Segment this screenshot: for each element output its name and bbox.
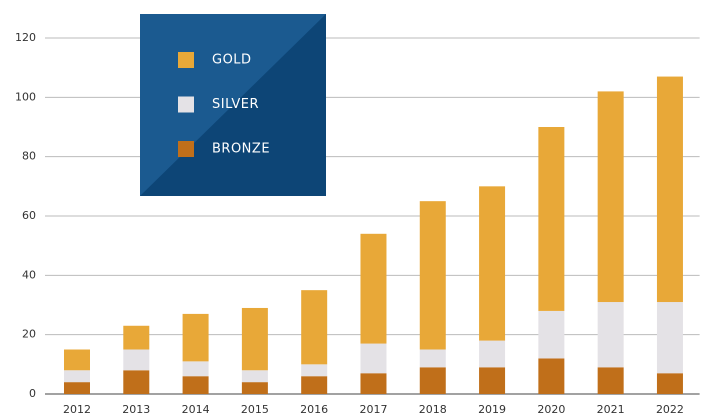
bar-segment (123, 325, 150, 350)
x-tick-label: 2012 (63, 403, 91, 416)
x-tick-label: 2016 (300, 403, 328, 416)
y-tick-label: 20 (22, 328, 36, 341)
bar-segment (63, 370, 90, 383)
x-tick-label: 2019 (478, 403, 506, 416)
bar-segment (538, 127, 565, 311)
bar-segment (656, 373, 683, 394)
bar-segment (656, 76, 683, 303)
x-tick-label: 2015 (241, 403, 269, 416)
bar-segment (360, 373, 387, 394)
legend-label: BRONZE (212, 142, 270, 157)
x-tick-label: 2014 (182, 403, 210, 416)
y-tick-label: 40 (22, 268, 36, 281)
bar-segment (123, 349, 150, 371)
y-tick-label: 120 (15, 31, 36, 44)
bar-segment (419, 349, 446, 368)
legend-swatch (178, 96, 194, 113)
bar-segment (241, 370, 268, 383)
bar-segment (597, 367, 624, 394)
bar-segment (123, 370, 150, 394)
bar-segment (182, 313, 209, 362)
x-tick-label: 2022 (656, 403, 684, 416)
legend-swatch (178, 141, 194, 157)
y-tick-label: 60 (22, 209, 36, 222)
bar-segment (63, 349, 90, 371)
bar-segment (419, 367, 446, 394)
legend-label: SILVER (212, 97, 259, 112)
bar-segment (419, 201, 446, 350)
bar-segment (479, 186, 506, 341)
x-tick-label: 2020 (537, 403, 565, 416)
bar-segment (656, 302, 683, 374)
bar-segment (538, 310, 565, 359)
bar-segment (597, 302, 624, 368)
x-tick-label: 2018 (419, 403, 447, 416)
y-tick-label: 0 (29, 387, 36, 400)
bar-segment (182, 376, 209, 394)
bar-segment (479, 340, 506, 368)
bar-segment (63, 382, 90, 394)
bar-segment (538, 358, 565, 394)
x-tick-label: 2021 (597, 403, 625, 416)
bar-segment (301, 364, 328, 377)
bar-segment (182, 361, 209, 377)
legend-swatch (178, 52, 194, 68)
x-tick-label: 2013 (122, 403, 150, 416)
bar-segment (360, 343, 387, 374)
y-tick-label: 100 (15, 90, 36, 103)
bar-segment (301, 290, 328, 365)
x-tick-label: 2017 (359, 403, 387, 416)
bar-segment (241, 382, 268, 394)
bar-segment (301, 376, 328, 394)
bar-segment (241, 307, 268, 371)
bar-segment (360, 233, 387, 344)
y-tick-label: 80 (22, 150, 36, 163)
bar-segment (597, 91, 624, 303)
bar-segment (479, 367, 506, 394)
legend-label: GOLD (212, 53, 252, 68)
